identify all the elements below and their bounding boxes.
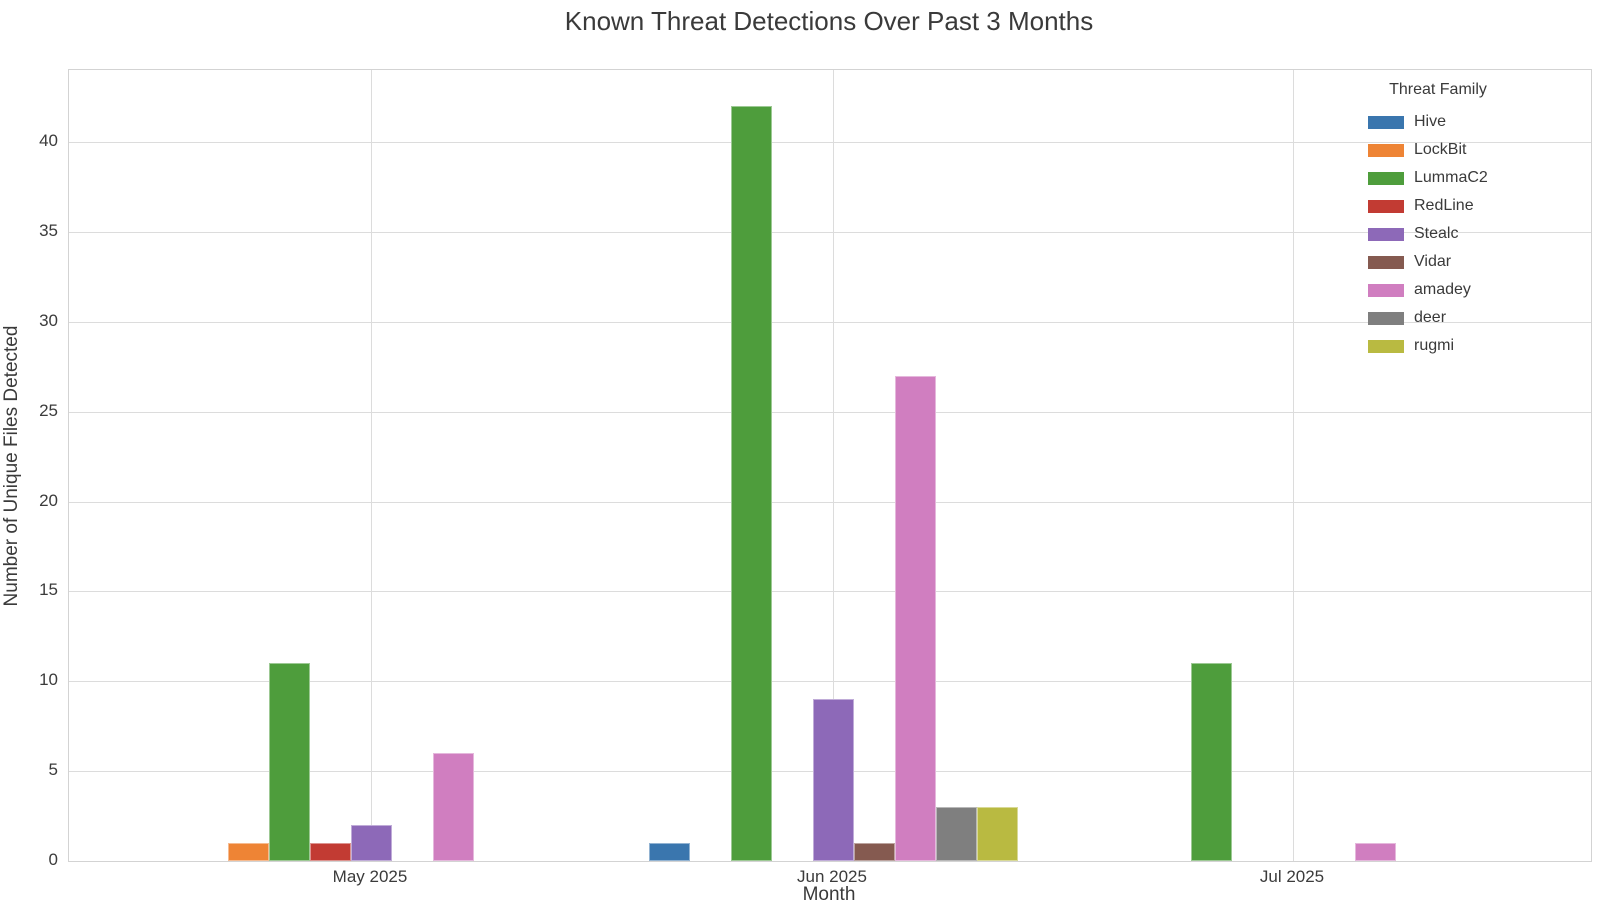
legend-swatch-Stealc	[1368, 227, 1404, 241]
gridline-x-0	[371, 70, 372, 861]
bar-amadey-Jun-2025	[894, 375, 936, 861]
legend-swatch-LummaC2	[1368, 171, 1404, 185]
bar-LummaC2-Jul-2025	[1190, 663, 1232, 862]
bar-LockBit-May-2025	[227, 843, 269, 861]
gridline-y-10	[69, 681, 1591, 683]
legend-item-amadey: amadey	[1360, 276, 1516, 304]
bar-Stealc-Jun-2025	[812, 699, 854, 861]
gridline-y-35	[69, 231, 1591, 233]
legend-label-RedLine: RedLine	[1414, 197, 1474, 214]
chart-title: Known Threat Detections Over Past 3 Mont…	[564, 6, 1094, 36]
legend-item-Hive: Hive	[1360, 108, 1516, 136]
bar-amadey-Jul-2025	[1354, 843, 1396, 861]
legend-title: Threat Family	[1389, 81, 1487, 98]
legend-swatch-Hive	[1368, 115, 1404, 129]
legend-swatch-LockBit	[1368, 143, 1404, 157]
legend-label-LummaC2: LummaC2	[1414, 169, 1488, 186]
ytick-30: 30	[39, 310, 58, 330]
legend-swatch-Vidar	[1368, 255, 1404, 269]
ytick-0: 0	[48, 850, 58, 869]
ytick-40: 40	[39, 130, 58, 150]
legend-label-LockBit: LockBit	[1414, 141, 1467, 158]
ytick-25: 25	[39, 400, 58, 420]
legend-swatch-deer	[1368, 311, 1404, 325]
legend-label-amadey: amadey	[1414, 281, 1471, 298]
bar-rugmi-Jun-2025	[976, 807, 1018, 861]
bar-amadey-May-2025	[432, 753, 474, 861]
legend-label-Stealc: Stealc	[1414, 225, 1459, 242]
bar-deer-Jun-2025	[935, 807, 977, 861]
ytick-5: 5	[48, 760, 58, 780]
legend: Threat Family Hive LockBit LummaC2 RedLine S…	[1360, 80, 1516, 360]
legend-label-Vidar: Vidar	[1414, 253, 1452, 270]
bar-Hive-Jun-2025	[648, 843, 690, 861]
ytick-10: 10	[39, 670, 58, 690]
ytick-20: 20	[39, 490, 58, 510]
gridline-x-1	[833, 70, 834, 861]
bar-RedLine-May-2025	[309, 843, 351, 861]
legend-item-LockBit: LockBit	[1360, 136, 1516, 164]
legend-item-RedLine: RedLine	[1360, 192, 1516, 220]
x-axis-label: Month	[802, 884, 856, 905]
legend-label-rugmi: rugmi	[1414, 337, 1455, 354]
bar-LummaC2-May-2025	[268, 663, 310, 862]
gridline-y-25	[69, 411, 1591, 413]
gridline-x-2	[1293, 70, 1294, 861]
legend-item-Vidar: Vidar	[1360, 248, 1516, 276]
legend-item-LummaC2: LummaC2	[1360, 164, 1516, 192]
legend-label-deer: deer	[1414, 309, 1447, 326]
legend-swatch-RedLine	[1368, 199, 1404, 213]
legend-item-rugmi: rugmi	[1360, 332, 1516, 360]
legend-swatch-amadey	[1368, 283, 1404, 297]
legend-item-Stealc: Stealc	[1360, 220, 1516, 248]
plot-area	[68, 69, 1592, 862]
bar-Stealc-May-2025	[350, 825, 392, 861]
gridline-y-15	[69, 591, 1591, 593]
xtick-0: May 2025	[332, 867, 408, 886]
gridline-y-30	[69, 321, 1591, 323]
ytick-35: 35	[39, 220, 58, 240]
legend-items: Hive LockBit LummaC2 RedLine Stealc Vidar amad…	[1360, 108, 1516, 360]
legend-item-deer: deer	[1360, 304, 1516, 332]
xtick-2: Jul 2025	[1259, 867, 1325, 886]
bar-Vidar-Jun-2025	[853, 843, 895, 861]
gridline-y-40	[69, 141, 1591, 143]
ytick-15: 15	[39, 580, 58, 600]
xtick-1: Jun 2025	[797, 867, 867, 886]
legend-label-Hive: Hive	[1414, 113, 1447, 130]
bar-LummaC2-Jun-2025	[730, 106, 772, 861]
gridline-y-20	[69, 501, 1591, 503]
legend-swatch-rugmi	[1368, 339, 1404, 353]
